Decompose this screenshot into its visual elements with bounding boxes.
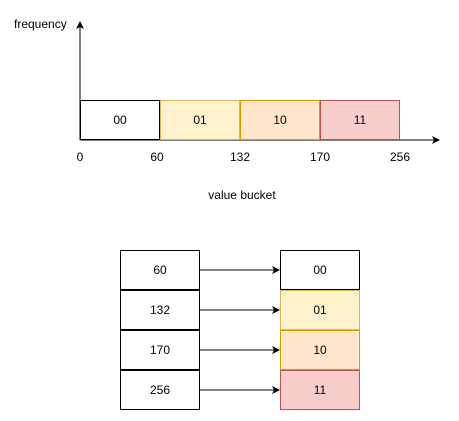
threshold-box: 256 [120, 370, 200, 410]
x-tick-label: 132 [229, 150, 251, 164]
bucket-bar-10: 10 [240, 100, 320, 140]
threshold-box: 170 [120, 330, 200, 370]
threshold-box: 132 [120, 290, 200, 330]
code-box-00: 00 [280, 250, 360, 290]
code-box-10: 10 [280, 330, 360, 370]
bucket-bar-01: 01 [160, 100, 240, 140]
x-tick-label: 170 [309, 150, 331, 164]
code-box-01: 01 [280, 290, 360, 330]
threshold-box: 60 [120, 250, 200, 290]
x-tick-label: 60 [150, 150, 164, 164]
x-tick-label: 0 [76, 150, 84, 164]
bucket-bar-11: 11 [320, 100, 400, 140]
y-axis-label: frequency [14, 17, 67, 31]
bucket-bar-00: 00 [80, 100, 160, 140]
x-tick-label: 256 [389, 150, 411, 164]
x-axis-label: value bucket [208, 188, 276, 202]
code-box-11: 11 [280, 370, 360, 410]
